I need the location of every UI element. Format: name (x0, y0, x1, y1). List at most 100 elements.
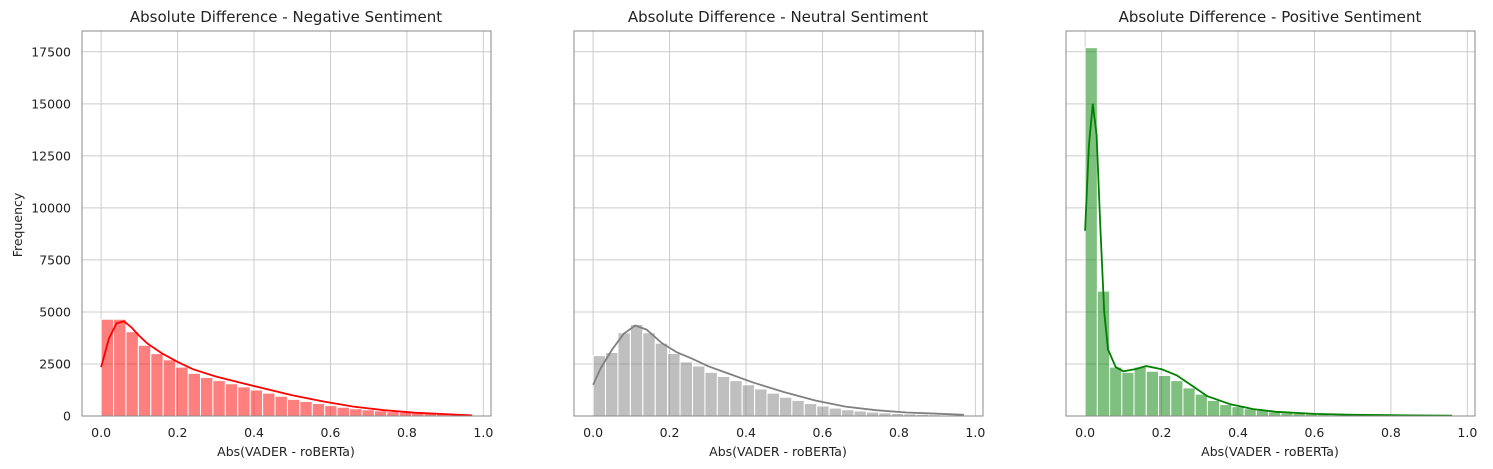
histogram-bar (691, 365, 706, 417)
y-tick-label: 17500 (31, 44, 71, 59)
histogram-bar (754, 388, 768, 417)
y-axis-label: Frequency (10, 192, 25, 257)
y-tick-label: 12500 (31, 148, 71, 163)
histogram-bar (299, 400, 313, 417)
x-tick-label: 0.8 (397, 425, 417, 440)
x-tick-label: 0.4 (244, 425, 264, 440)
histogram-bar (1158, 374, 1172, 417)
axes-frame-positive (1065, 30, 1476, 417)
histogram-bar (224, 383, 239, 417)
histogram-bar (605, 352, 619, 417)
y-tick-label: 7500 (39, 252, 71, 267)
y-tick-label: 10000 (31, 200, 71, 215)
histogram-bar (249, 389, 264, 417)
histogram-bar (679, 361, 693, 417)
x-tick-label: 0.0 (1075, 425, 1095, 440)
histogram-bar (1170, 380, 1184, 417)
x-tick-label: 0.8 (889, 425, 909, 440)
histogram-bar (841, 409, 855, 417)
histogram-bar (828, 407, 843, 417)
x-axis-label-negative: Abs(VADER - roBERTa) (217, 444, 355, 459)
y-ticks-negative: 0 2500 5000 7500 10000 12500 15000 17500 (31, 44, 71, 423)
kde-line-positive (1084, 103, 1453, 417)
histogram-bar (336, 406, 351, 417)
histogram-bar (629, 323, 644, 417)
histogram-bar (286, 398, 301, 417)
y-tick-label: 15000 (31, 96, 71, 111)
histogram-bar (617, 332, 631, 417)
x-tick-label: 0.6 (1305, 425, 1325, 440)
axes-frame-negative (81, 30, 492, 417)
histogram-bar (373, 410, 388, 417)
histogram-bar (741, 384, 756, 417)
x-tick-label: 0.2 (660, 425, 680, 440)
x-tick-label: 0.0 (91, 425, 111, 440)
histogram-bar (667, 353, 681, 417)
histogram-bar (1084, 47, 1098, 417)
x-ticks-positive: 0.0 0.2 0.4 0.6 0.8 1.0 (1075, 425, 1477, 440)
histogram-bar (803, 403, 818, 417)
histogram-bar (137, 344, 152, 417)
histogram-bar (1182, 387, 1196, 417)
bars-neutral (592, 323, 967, 417)
histogram-bar (1194, 393, 1208, 417)
histogram-bar (642, 332, 656, 417)
y-tick-label: 2500 (39, 356, 71, 371)
bars-positive (1084, 47, 1453, 417)
x-axis-label-neutral: Abs(VADER - roBERTa) (709, 444, 847, 459)
x-tick-label: 1.0 (965, 425, 985, 440)
histogram-bar (865, 411, 880, 417)
x-tick-label: 0.8 (1381, 425, 1401, 440)
histogram-bar (324, 405, 338, 417)
axes-frame-neutral (573, 30, 984, 417)
x-axis-label-positive: Abs(VADER - roBERTa) (1201, 444, 1339, 459)
x-tick-label: 0.0 (583, 425, 603, 440)
histogram-bar (1231, 406, 1245, 417)
histogram-bar (113, 318, 127, 417)
x-tick-label: 0.6 (813, 425, 833, 440)
panel-title-neutral: Absolute Difference - Neutral Sentiment (628, 8, 928, 26)
y-tick-label: 5000 (39, 304, 71, 319)
grid-negative (82, 31, 491, 417)
x-tick-label: 1.0 (1457, 425, 1477, 440)
histogram-bar (349, 408, 363, 417)
histogram-bar (791, 399, 805, 417)
histogram-bar (199, 377, 214, 417)
histogram-bar (212, 380, 226, 417)
histogram-bar (175, 366, 189, 417)
histogram-bar (1206, 399, 1221, 417)
kde-line-negative (100, 320, 472, 417)
x-tick-label: 0.2 (1152, 425, 1172, 440)
histogram-bar (125, 331, 139, 417)
panel-negative: Absolute Difference - Negative Sentiment… (31, 8, 493, 459)
panel-title-positive: Absolute Difference - Positive Sentiment (1119, 8, 1422, 26)
histogram-bar (1121, 371, 1135, 417)
grid-positive (1066, 31, 1475, 417)
histogram-bar (766, 392, 780, 417)
panel-positive: Absolute Difference - Positive Sentiment… (1065, 8, 1477, 459)
bars-negative (100, 318, 475, 417)
x-ticks-negative: 0.0 0.2 0.4 0.6 0.8 1.0 (91, 425, 493, 440)
histogram-bar (274, 395, 288, 417)
histogram-bar (237, 386, 251, 417)
histogram-bar (1219, 404, 1233, 417)
histogram-bar (654, 342, 669, 417)
x-tick-label: 0.4 (736, 425, 756, 440)
histogram-bar (778, 396, 793, 417)
histogram-bar (704, 371, 718, 417)
panel-title-negative: Absolute Difference - Negative Sentiment (130, 8, 442, 26)
panel-neutral: Absolute Difference - Neutral Sentiment … (573, 8, 985, 459)
histogram-bar (386, 411, 400, 417)
histogram-bar (262, 392, 276, 417)
histogram-bar (729, 380, 743, 417)
y-tick-label: 0 (63, 409, 71, 424)
x-tick-label: 0.6 (321, 425, 341, 440)
x-tick-label: 0.2 (168, 425, 188, 440)
histogram-bar (361, 409, 375, 417)
x-tick-label: 1.0 (473, 425, 493, 440)
x-tick-label: 0.4 (1228, 425, 1248, 440)
kde-line-neutral (592, 324, 964, 416)
histogram-bar (1109, 366, 1123, 417)
histogram-bar (311, 403, 326, 417)
